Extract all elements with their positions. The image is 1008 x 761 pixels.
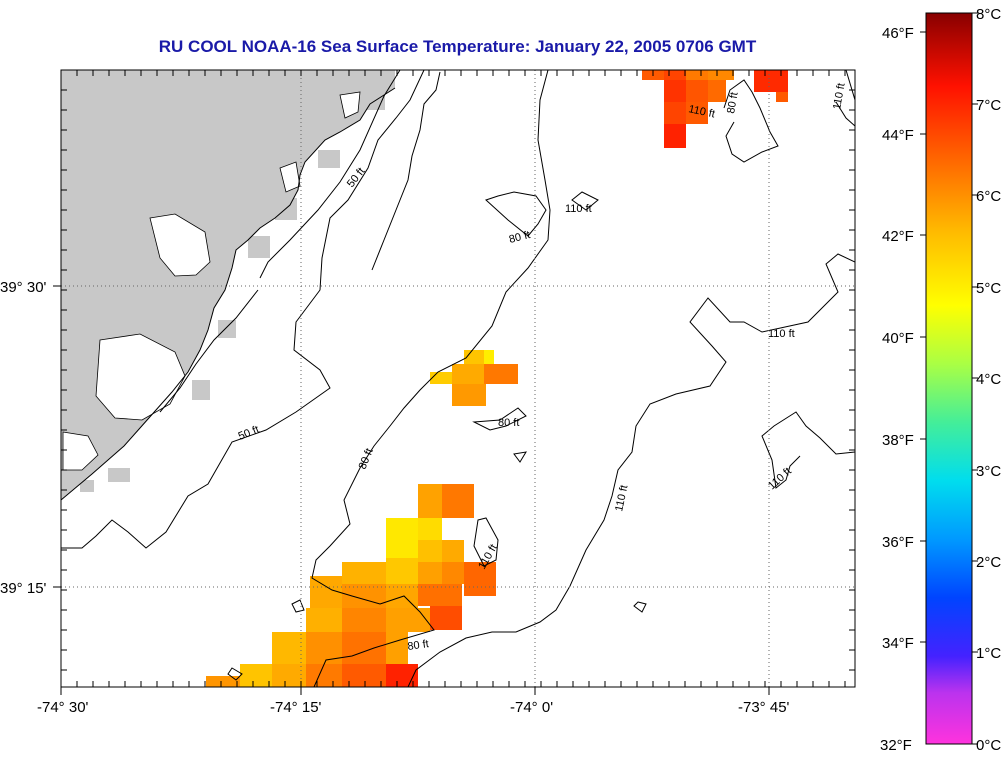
- latitude-label: 39° 30': [0, 279, 47, 296]
- colorbar-c-label: 3°C: [976, 463, 1001, 480]
- colorbar-c-label: 1°C: [976, 645, 1001, 662]
- latitude-label: 39° 15': [0, 580, 47, 597]
- bay-waters: [62, 91, 361, 471]
- longitude-label: -73° 45': [738, 699, 790, 716]
- graticule: [61, 70, 855, 687]
- colorbar-f-label: 36°F: [882, 534, 914, 551]
- colorbar-f-label: 40°F: [882, 330, 914, 347]
- colorbar-ticks: [920, 12, 978, 745]
- plot-frame: [60, 69, 856, 688]
- colorbar-c-label: 2°C: [976, 554, 1001, 571]
- colorbar-f-label: 34°F: [882, 635, 914, 652]
- contour-label: 80 ft: [407, 638, 430, 653]
- contour-label: 80 ft: [508, 229, 532, 246]
- contour-label: 110 ft: [687, 103, 716, 120]
- coastline: [61, 70, 401, 501]
- map-title: RU COOL NOAA-16 Sea Surface Temperature:…: [158, 37, 757, 56]
- contour-label: 110 ft: [831, 82, 847, 110]
- colorbar: [925, 12, 973, 745]
- minor-ticks: [60, 69, 855, 687]
- colorbar-f-label: 32°F: [880, 737, 912, 754]
- land-edge-cells: [80, 88, 385, 492]
- contour-label: 110 ft: [565, 203, 592, 215]
- bathymetry-contours: [61, 70, 855, 687]
- contour-label: 110 ft: [613, 484, 630, 513]
- axis-ticks: [53, 285, 770, 695]
- contour-label: 80 ft: [498, 417, 519, 429]
- colorbar-c-label: 5°C: [976, 280, 1001, 297]
- contour-label: 80 ft: [725, 91, 741, 114]
- colorbar-f-label: 42°F: [882, 228, 914, 245]
- colorbar-c-label: 0°C: [976, 737, 1001, 754]
- sst-pixels: [206, 70, 788, 687]
- longitude-label: -74° 0': [510, 699, 553, 716]
- longitude-label: -74° 15': [270, 699, 322, 716]
- colorbar-c-label: 6°C: [976, 188, 1001, 205]
- colorbar-c-label: 7°C: [976, 97, 1001, 114]
- colorbar-f-label: 46°F: [882, 25, 914, 42]
- colorbar-f-label: 38°F: [882, 432, 914, 449]
- colorbar-f-label: 44°F: [882, 127, 914, 144]
- contour-label: 110 ft: [768, 328, 795, 340]
- longitude-label: -74° 30': [37, 699, 89, 716]
- colorbar-c-label: 8°C: [976, 6, 1001, 23]
- colorbar-c-label: 4°C: [976, 371, 1001, 388]
